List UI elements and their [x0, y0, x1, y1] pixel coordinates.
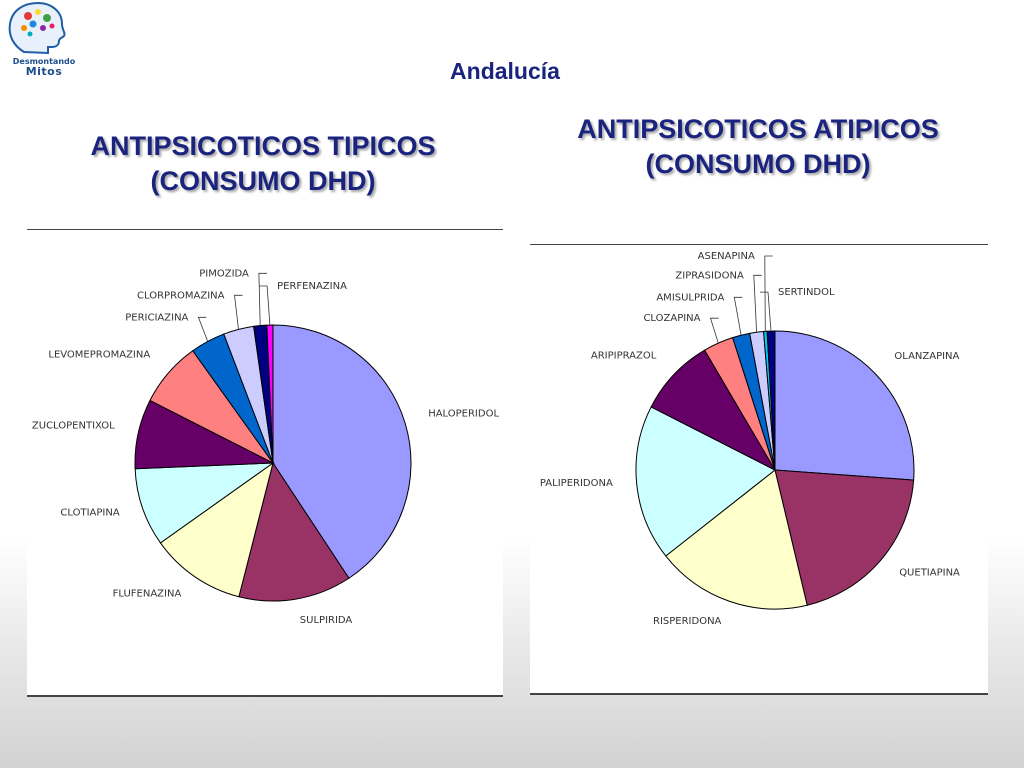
chart-title-line: ANTIPSICOTICOS TIPICOS [90, 131, 436, 161]
pie-label-amisulprida: AMISULPRIDA [656, 292, 724, 303]
pie-label-ziprasidona: ZIPRASIDONA [675, 270, 744, 281]
pie-slice-perfenazina [266, 324, 274, 464]
pie-leader-line [760, 291, 772, 332]
chart-title-atypical: ANTIPSICOTICOS ATIPICOS (CONSUMO DHD) [528, 112, 988, 182]
pie-leader-line [259, 285, 271, 326]
pie-leader-line [258, 272, 267, 326]
pie-label-risperidona: RISPERIDONA [653, 616, 722, 627]
pie-slice-paliperidona [635, 406, 776, 557]
logo: Desmontando Mitos [0, 0, 88, 80]
chart-title-typical: ANTIPSICOTICOS TIPICOS (CONSUMO DHD) [40, 129, 486, 199]
pie-label-haloperidol: HALOPERIDOL [428, 409, 499, 420]
brain-head-icon [8, 1, 66, 55]
pie-slice-aripiprazol [650, 349, 777, 472]
pie-slice-quetiapina [774, 469, 915, 606]
pie-leader-line [709, 317, 719, 344]
pie-label-clozapina: CLOZAPINA [643, 313, 700, 324]
pie-label-paliperidona: PALIPERIDONA [540, 478, 613, 489]
chart-title-line: (CONSUMO DHD) [150, 166, 376, 196]
pie-label-olanzapina: OLANZAPINA [894, 351, 959, 362]
pie-slice-olanzapina [774, 330, 915, 481]
pie-label-perfenazina: PERFENAZINA [277, 281, 347, 292]
logo-text-line1: Desmontando [12, 57, 76, 66]
pie-label-aripiprazol: ARIPIPRAZOL [591, 350, 657, 361]
pie-leader-line [753, 274, 762, 333]
pie-label-clorpromazina: CLORPROMAZINA [137, 290, 225, 301]
region-title: Andalucía [450, 58, 560, 84]
pie-chart-typical-svg: HALOPERIDOL SULPIRIDA FLUFENAZINA CLOTIAPIN… [32, 268, 500, 626]
pie-label-quetiapina: QUETIAPINA [899, 568, 960, 579]
pie-slice-clotiapina [134, 462, 275, 544]
pie-leader-line [197, 316, 209, 342]
pie-label-flufenazina: FLUFENAZINA [113, 589, 182, 600]
pie-label-clotiapina: CLOTIAPINA [60, 507, 119, 518]
pie-leader-line [764, 255, 773, 332]
pie-slice-risperidona [665, 469, 808, 610]
pie-label-sertindol: SERTINDOL [778, 287, 835, 298]
pie-leader-line [733, 296, 743, 336]
chart-title-line: (CONSUMO DHD) [645, 149, 871, 179]
chart-title-line: ANTIPSICOTICOS ATIPICOS [577, 114, 939, 144]
pie-label-pimozida: PIMOZIDA [199, 268, 249, 279]
pie-label-periciazina: PERICIAZINA [125, 312, 188, 323]
pie-slice-sulpirida [238, 461, 350, 602]
pie-chart-atypical-svg: OLANZAPINA QUETIAPINA RISPERIDONA PALIPERID… [540, 251, 960, 627]
pie-label-levomepromazina: LEVOMEPROMAZINA [48, 349, 150, 360]
pie-label-asenapina: ASENAPINA [698, 251, 755, 262]
pie-chart-atypical: OLANZAPINA QUETIAPINA RISPERIDONA PALIPERID… [530, 244, 988, 695]
pie-chart-typical: HALOPERIDOL SULPIRIDA FLUFENAZINA CLOTIAPIN… [27, 229, 503, 697]
pie-label-zuclopentixol: ZUCLOPENTIXOL [32, 421, 115, 432]
pie-leader-line [234, 294, 243, 330]
logo-text-line2: Mitos [25, 65, 63, 78]
pie-label-sulpirida: SULPIRIDA [300, 615, 353, 626]
pie-slice-flufenazina [159, 461, 274, 598]
